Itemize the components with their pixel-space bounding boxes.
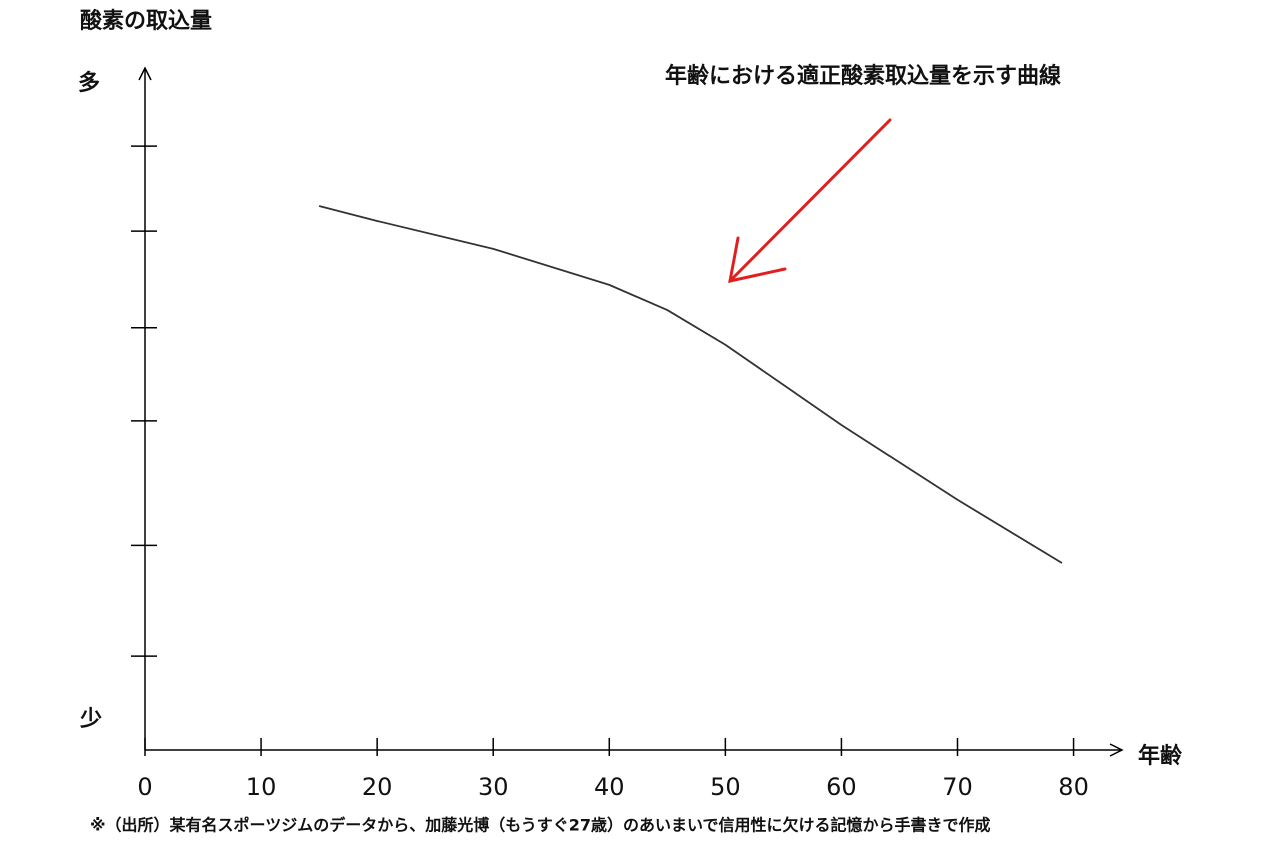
y-bottom-label: 少 <box>79 707 102 732</box>
chart-title: 酸素の取込量 <box>80 8 212 34</box>
annotation-arrow <box>728 118 892 283</box>
x-tick-label: 80 <box>1058 773 1089 801</box>
x-axis-arrow <box>1109 743 1124 757</box>
x-tick-label: 50 <box>710 773 741 801</box>
x-tick-label: 70 <box>942 773 973 801</box>
axes <box>138 66 1124 757</box>
x-tick-label: 30 <box>478 773 509 801</box>
x-tick-label: 20 <box>362 773 393 801</box>
data-line <box>318 205 1063 564</box>
y-top-label: 多 <box>78 70 100 96</box>
x-axis-label: 年齢 <box>1138 743 1183 769</box>
arrow-head <box>728 236 787 283</box>
annotation: 年齢における適正酸素取込量を示す曲線 <box>665 63 1061 89</box>
arrow-shaft <box>728 118 892 283</box>
x-tick-label: 0 <box>137 773 152 801</box>
y-axis-arrow <box>138 66 152 81</box>
footnote: ※（出所）某有名スポーツジムのデータから、加藤光博（もうすぐ27歳）のあいまいで… <box>90 816 991 835</box>
x-tick-label: 10 <box>246 773 277 801</box>
x-tick-label: 60 <box>826 773 857 801</box>
x-tick-label: 40 <box>594 773 625 801</box>
